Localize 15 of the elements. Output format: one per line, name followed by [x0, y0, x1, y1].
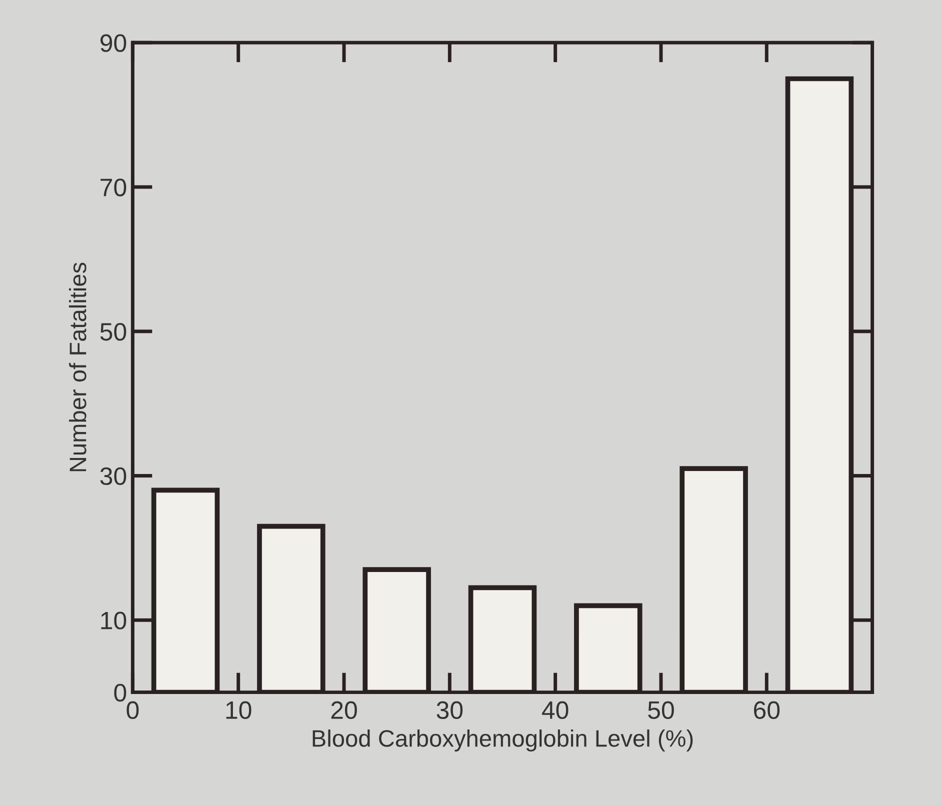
y-tick-label: 30: [100, 467, 126, 486]
x-tick-label: 0: [126, 701, 139, 719]
x-tick-label: 30: [436, 701, 463, 719]
y-tick-label: 50: [100, 322, 126, 341]
y-tick-label: 10: [101, 612, 126, 630]
y-tick-label: 0: [114, 684, 126, 702]
x-tick-label: 50: [648, 701, 674, 719]
x-tick-label: 40: [542, 701, 568, 719]
y-tick-label: 70: [100, 178, 126, 196]
x-tick-label: 10: [226, 701, 252, 719]
y-axis-title: Number of Fatalities: [68, 262, 86, 472]
x-axis-title: Blood Carboxyhemoglobin Level (%): [312, 729, 693, 752]
x-tick-label: 60: [754, 701, 780, 719]
y-tick-label: 90: [100, 34, 126, 52]
x-tick-label: 20: [331, 701, 357, 719]
